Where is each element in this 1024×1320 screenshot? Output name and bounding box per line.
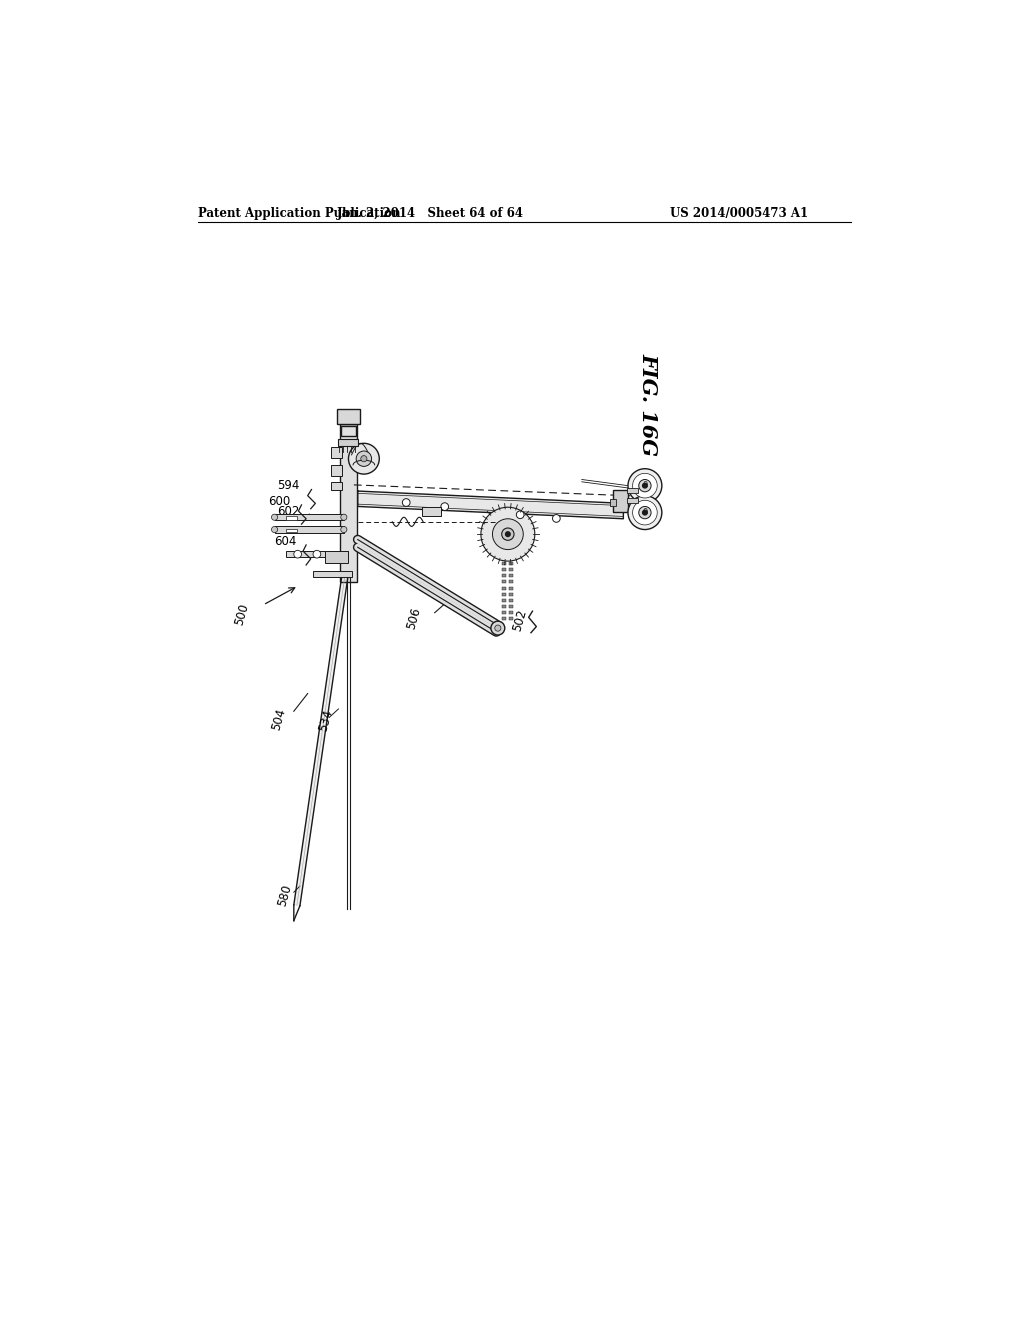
Text: 500: 500 (232, 602, 252, 627)
Bar (341, 426, 356, 436)
Bar (509, 599, 513, 602)
Bar (509, 562, 513, 565)
Bar (503, 599, 506, 602)
Text: 534: 534 (316, 708, 335, 733)
Bar (331, 482, 342, 490)
Bar (509, 568, 513, 572)
Circle shape (271, 513, 278, 520)
Text: 580: 580 (275, 883, 294, 908)
Bar (313, 572, 351, 577)
Bar (325, 552, 348, 564)
Bar (503, 605, 506, 609)
Bar (339, 440, 358, 446)
Text: θ: θ (642, 482, 647, 490)
Text: 502: 502 (511, 609, 529, 632)
Text: Patent Application Publication: Patent Application Publication (199, 207, 400, 220)
Bar (509, 581, 513, 583)
Bar (503, 586, 506, 590)
Circle shape (502, 528, 514, 540)
Bar (503, 593, 506, 595)
Circle shape (493, 519, 523, 549)
Circle shape (495, 626, 501, 631)
Bar (503, 581, 506, 583)
Bar (509, 611, 513, 614)
Circle shape (341, 527, 347, 533)
Bar (286, 516, 297, 520)
Circle shape (633, 474, 657, 498)
Circle shape (294, 550, 301, 558)
Bar (509, 574, 513, 577)
Bar (509, 605, 513, 609)
Bar (337, 409, 360, 424)
Circle shape (490, 622, 505, 635)
Bar (628, 498, 638, 503)
Bar (274, 527, 344, 533)
Polygon shape (294, 578, 348, 906)
Polygon shape (357, 491, 624, 519)
Circle shape (348, 444, 379, 474)
Circle shape (402, 499, 410, 507)
Circle shape (341, 513, 347, 520)
Bar (286, 552, 348, 557)
Bar (610, 499, 616, 507)
Text: 504: 504 (269, 706, 288, 731)
Text: US 2014/0005473 A1: US 2014/0005473 A1 (670, 207, 808, 220)
Bar (628, 488, 638, 494)
Text: Jan. 2, 2014   Sheet 64 of 64: Jan. 2, 2014 Sheet 64 of 64 (337, 207, 524, 220)
Circle shape (639, 507, 651, 519)
Bar (503, 611, 506, 614)
Circle shape (481, 507, 535, 561)
Circle shape (633, 500, 657, 525)
Text: 594: 594 (278, 479, 300, 492)
Bar (340, 424, 357, 582)
Bar (503, 574, 506, 577)
Bar (509, 618, 513, 620)
Circle shape (643, 511, 647, 515)
Bar (503, 562, 506, 565)
Text: 600: 600 (268, 495, 291, 508)
Circle shape (553, 515, 560, 523)
Text: θ: θ (642, 508, 647, 517)
Bar (612, 490, 628, 512)
Bar (331, 465, 342, 475)
Circle shape (271, 527, 278, 533)
Circle shape (628, 495, 662, 529)
Bar (503, 618, 506, 620)
Circle shape (356, 451, 372, 466)
Text: 506: 506 (404, 606, 423, 631)
Circle shape (313, 550, 321, 558)
Circle shape (360, 455, 367, 462)
Circle shape (516, 511, 524, 519)
Circle shape (506, 532, 510, 536)
Circle shape (441, 503, 449, 511)
Text: 602: 602 (278, 504, 300, 517)
Bar (503, 568, 506, 572)
Bar (274, 515, 344, 520)
Text: FIG. 16G: FIG. 16G (638, 354, 658, 457)
Circle shape (639, 479, 651, 492)
Bar (286, 529, 297, 532)
Bar (509, 586, 513, 590)
Circle shape (628, 469, 662, 503)
Text: 604: 604 (273, 536, 296, 548)
Circle shape (643, 483, 647, 488)
Bar (422, 507, 441, 516)
Bar (331, 447, 342, 458)
Bar (509, 593, 513, 595)
